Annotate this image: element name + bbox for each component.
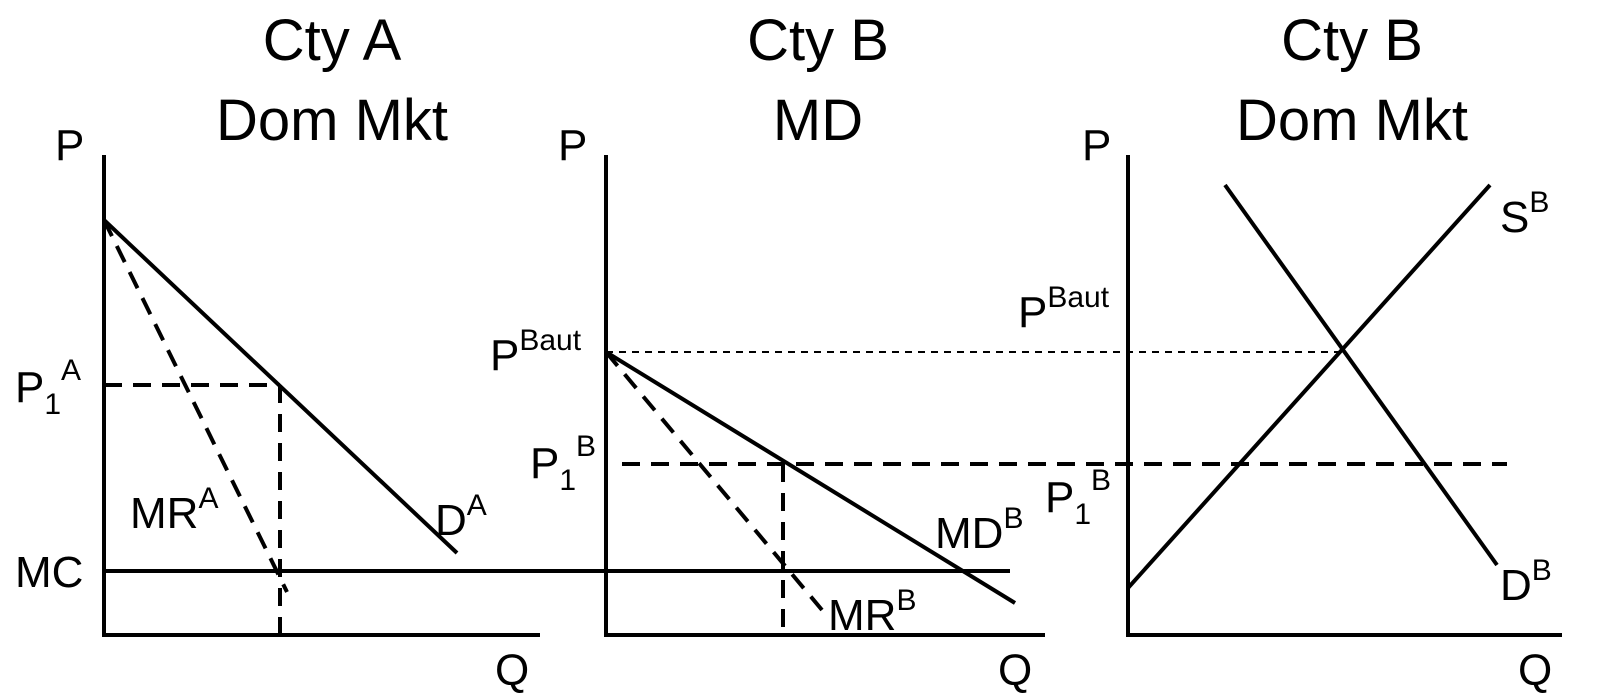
title: Cty B xyxy=(747,8,889,73)
label: MRA xyxy=(130,482,218,538)
axis-label: P xyxy=(55,121,84,170)
axis-label: P xyxy=(1082,121,1111,170)
label: PBaut xyxy=(1018,281,1110,337)
axis-label: Q xyxy=(1518,646,1552,695)
md-line xyxy=(604,350,1017,605)
label: MC xyxy=(15,548,83,597)
label: MRB xyxy=(828,584,916,640)
label: SB xyxy=(1500,186,1549,242)
label: DA xyxy=(435,489,487,545)
axis-label: Q xyxy=(495,646,529,695)
title: Dom Mkt xyxy=(216,88,448,153)
title: Cty A xyxy=(263,8,402,73)
axes xyxy=(102,155,540,637)
panel-c: Cty B Dom Mkt P Q SB DB PBaut P1B xyxy=(1018,8,1562,695)
axes xyxy=(1126,155,1562,637)
panel-a: Cty A Dom Mkt P Q MC P1A MRA DA xyxy=(15,8,1010,695)
panel-b: Cty B MD P Q PBaut P1B MDB MRB xyxy=(490,8,1507,695)
label: P1A xyxy=(15,354,81,421)
axis-label: P xyxy=(558,121,587,170)
label: MDB xyxy=(935,502,1023,558)
title: MD xyxy=(773,88,863,153)
title: Cty B xyxy=(1281,8,1423,73)
label: P1B xyxy=(1045,464,1111,531)
label: DB xyxy=(1500,554,1552,610)
demand-line xyxy=(1223,183,1499,567)
axis-label: Q xyxy=(998,646,1032,695)
label: P1B xyxy=(530,430,596,497)
label: PBaut xyxy=(490,324,582,380)
mr-line xyxy=(102,219,289,593)
supply-line xyxy=(1126,183,1492,590)
axes xyxy=(604,155,1045,637)
title: Dom Mkt xyxy=(1236,88,1468,153)
